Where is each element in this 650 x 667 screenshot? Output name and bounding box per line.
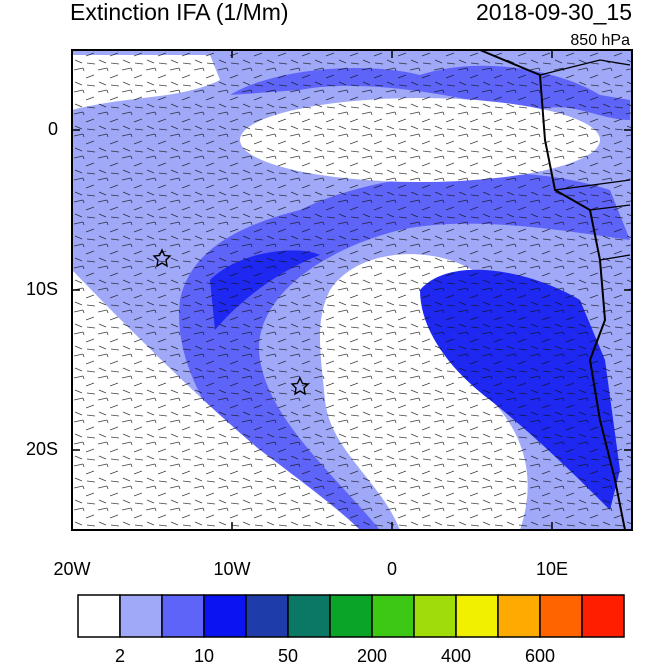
colorbar-swatch (371, 594, 415, 638)
colorbar-swatch (287, 594, 331, 638)
colorbar-label: 50 (278, 646, 298, 666)
colorbar-swatch (581, 594, 625, 638)
colorbar-swatch (413, 594, 457, 638)
colorbar-swatch (245, 594, 289, 638)
site-marker (290, 376, 310, 396)
map-field (72, 50, 632, 530)
x-tick-label: 20W (53, 559, 90, 579)
x-tick-label: 10W (213, 559, 250, 579)
colorbar-swatch (329, 594, 373, 638)
colorbar-swatch (77, 594, 121, 638)
wind-barbs (72, 50, 632, 530)
colorbar-label: 2 (115, 646, 125, 666)
site-marker (152, 248, 172, 268)
chart-title: Extinction IFA (1/Mm) (70, 0, 289, 25)
colorbar-swatch (497, 594, 541, 638)
y-tick-label: 20S (26, 439, 58, 459)
y-tick-label: 10S (26, 279, 58, 299)
level-label: 850 hPa (570, 32, 630, 49)
colorbar-swatch (161, 594, 205, 638)
colorbar-label: 200 (357, 646, 387, 666)
colorbar-swatch (203, 594, 247, 638)
colorbar-swatch (119, 594, 163, 638)
colorbar-swatch (539, 594, 583, 638)
x-tick-label: 0 (387, 559, 397, 579)
colorbar-label: 10 (194, 646, 214, 666)
colorbar-label: 600 (525, 646, 555, 666)
borders (539, 59, 631, 261)
x-tick-label: 10E (536, 559, 568, 579)
chart-subtitle: 2018-09-30_15 (476, 0, 632, 25)
colorbar-label: 400 (441, 646, 471, 666)
y-tick-label: 0 (48, 119, 58, 139)
colorbar-swatch (455, 594, 499, 638)
